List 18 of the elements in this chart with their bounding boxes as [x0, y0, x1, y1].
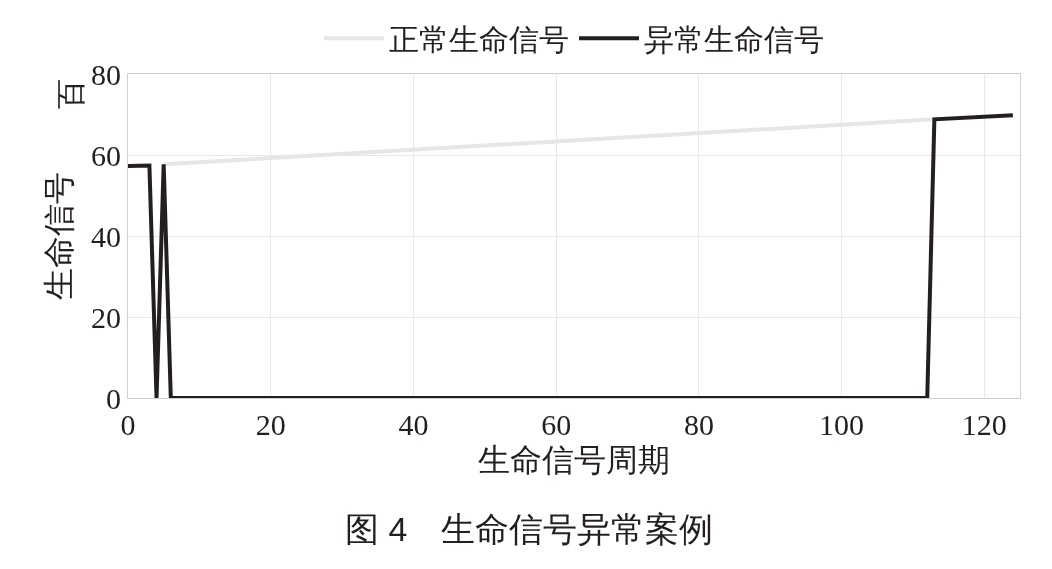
y-axis-title: 生命信号 [41, 172, 78, 300]
line-series [128, 113, 1015, 398]
text: 百 [54, 78, 88, 109]
x-tick-label: 40 [398, 408, 429, 441]
caption: 图 4 生命信号异常案例 [345, 510, 714, 548]
x-tick-label: 100 [819, 408, 865, 441]
y-tick-label: 40 [91, 219, 121, 253]
x-tick-label: 80 [683, 408, 714, 441]
y-tick-label: 80 [91, 57, 121, 91]
x-tick-label: 120 [961, 408, 1007, 441]
legend-label: 异常生命信号 [644, 22, 824, 56]
legend-label: 正常生命信号 [389, 22, 569, 56]
y-tick-label: 20 [91, 300, 121, 334]
y-tick-label: 60 [91, 138, 121, 172]
x-tick-label: 20 [255, 408, 286, 441]
x-axis-title: 生命信号周期 [478, 441, 670, 478]
x-tick-label: 60 [541, 408, 572, 441]
y-tick-label: 0 [106, 381, 121, 415]
